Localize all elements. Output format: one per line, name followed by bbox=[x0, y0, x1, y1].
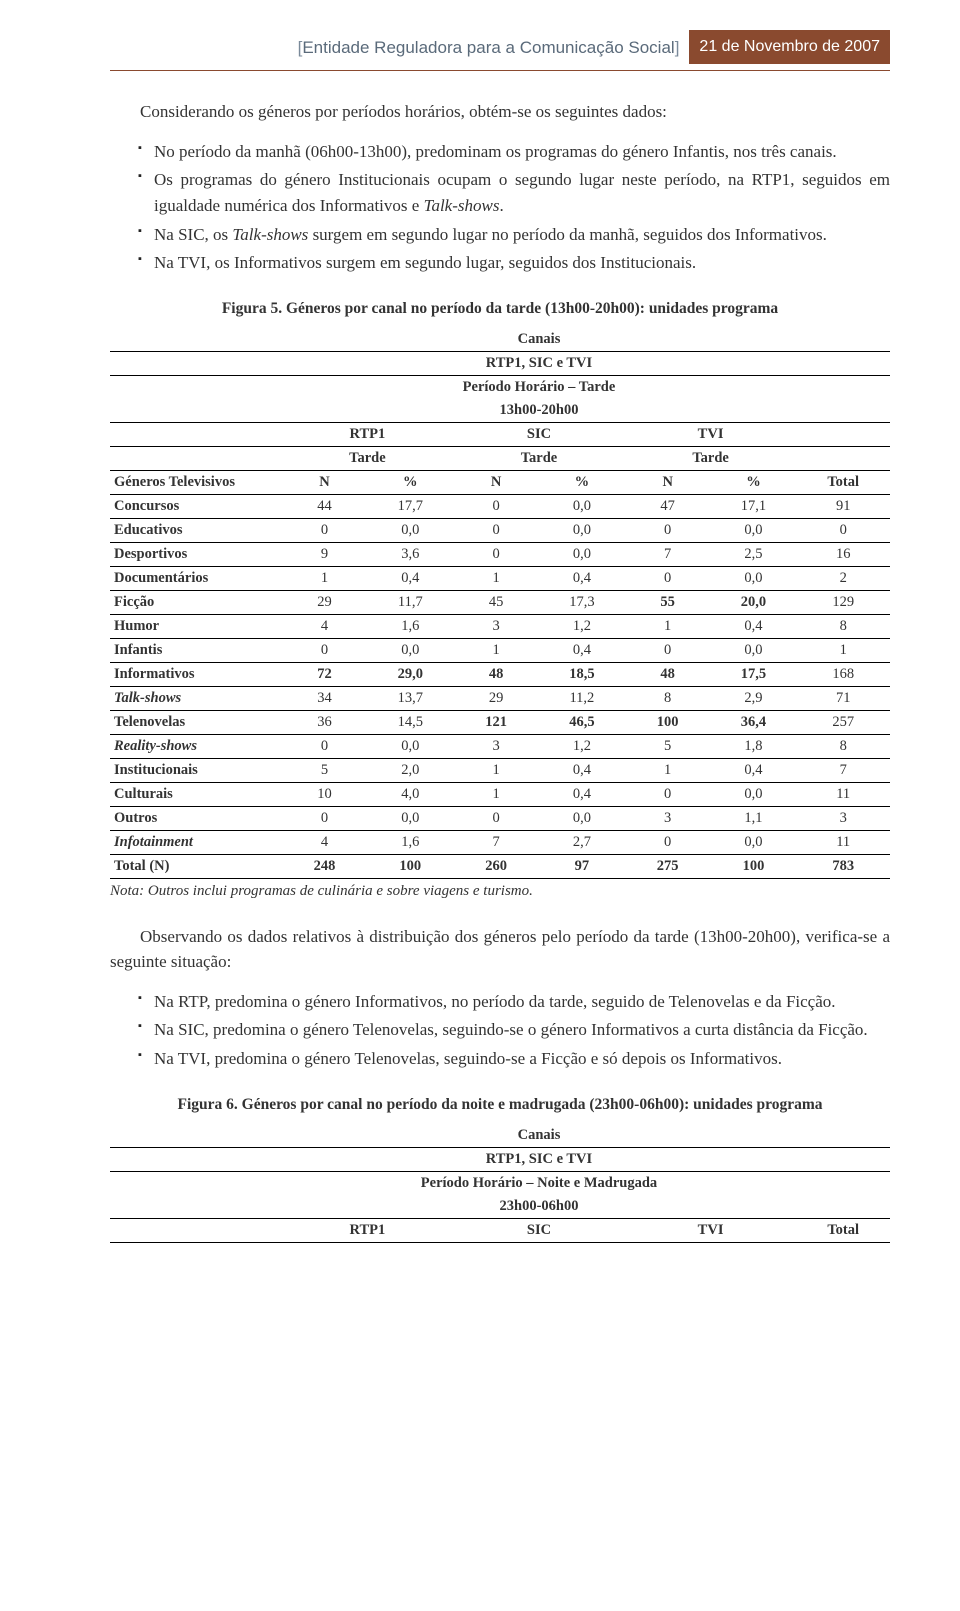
table-row: Educativos00,000,000,00 bbox=[110, 518, 890, 542]
table-row: Outros00,000,031,13 bbox=[110, 806, 890, 830]
page-header: [Entidade Reguladora para a Comunicação … bbox=[110, 30, 890, 64]
top-bullets: No período da manhã (06h00-13h00), predo… bbox=[110, 139, 890, 277]
table-row: Infotainment41,672,700,011 bbox=[110, 830, 890, 854]
bullet-item: Os programas do género Institucionais oc… bbox=[138, 167, 890, 220]
table-row: Ficção2911,74517,35520,0129 bbox=[110, 590, 890, 614]
bullet-item: Na SIC, os Talk-shows surgem em segundo … bbox=[138, 222, 890, 248]
table-row: Infantis00,010,400,01 bbox=[110, 638, 890, 662]
figure5-table: CanaisRTP1, SIC e TVIPeríodo Horário – T… bbox=[110, 328, 890, 879]
table-row: Institucionais52,010,410,47 bbox=[110, 758, 890, 782]
header-entity: [Entidade Reguladora para a Comunicação … bbox=[110, 30, 689, 64]
mid-paragraph: Observando os dados relativos à distribu… bbox=[110, 924, 890, 975]
bullet-item: Na RTP, predomina o género Informativos,… bbox=[138, 989, 890, 1015]
bullet-item: Na TVI, os Informativos surgem em segund… bbox=[138, 250, 890, 276]
figure5-title: Figura 5. Géneros por canal no período d… bbox=[110, 298, 890, 320]
table-row: Informativos7229,04818,54817,5168 bbox=[110, 662, 890, 686]
intro-paragraph: Considerando os géneros por períodos hor… bbox=[110, 99, 890, 125]
figure6-title: Figura 6. Géneros por canal no período d… bbox=[110, 1094, 890, 1116]
page: [Entidade Reguladora para a Comunicação … bbox=[0, 0, 960, 1283]
table-row: Telenovelas3614,512146,510036,4257 bbox=[110, 710, 890, 734]
bullet-item: Na SIC, predomina o género Telenovelas, … bbox=[138, 1017, 890, 1043]
bullet-item: Na TVI, predomina o género Telenovelas, … bbox=[138, 1046, 890, 1072]
figure6-table: CanaisRTP1, SIC e TVIPeríodo Horário – N… bbox=[110, 1124, 890, 1243]
table-row: Total (N)24810026097275100783 bbox=[110, 854, 890, 878]
header-rule bbox=[110, 70, 890, 71]
table-row: Culturais104,010,400,011 bbox=[110, 782, 890, 806]
table-row: Humor41,631,210,48 bbox=[110, 614, 890, 638]
figure5-note: Nota: Outros inclui programas de culinár… bbox=[110, 883, 890, 900]
table-row: Documentários10,410,400,02 bbox=[110, 566, 890, 590]
bullet-item: No período da manhã (06h00-13h00), predo… bbox=[138, 139, 890, 165]
table-row: Concursos4417,700,04717,191 bbox=[110, 494, 890, 518]
mid-bullets: Na RTP, predomina o género Informativos,… bbox=[110, 989, 890, 1072]
table-row: Talk-shows3413,72911,282,971 bbox=[110, 686, 890, 710]
table-row: Reality-shows00,031,251,88 bbox=[110, 734, 890, 758]
header-date: 21 de Novembro de 2007 bbox=[689, 30, 890, 64]
table-row: Desportivos93,600,072,516 bbox=[110, 542, 890, 566]
